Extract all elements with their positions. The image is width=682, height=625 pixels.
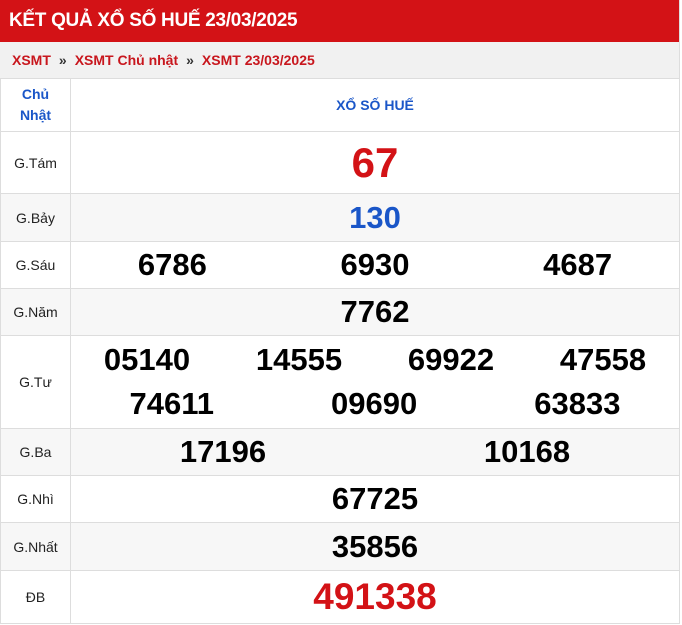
- prize-label: G.Sáu: [0, 241, 71, 289]
- prize-number: 6930: [340, 247, 410, 282]
- table-row: G.Nhì 67725: [0, 475, 680, 523]
- table-row: G.Tám 67: [0, 131, 680, 194]
- prize-number: 69922: [407, 342, 495, 377]
- prize-label: G.Tư: [0, 335, 71, 429]
- prize-number: 47558: [559, 342, 647, 377]
- prize-number: 6786: [137, 247, 207, 282]
- prize-number: 10168: [483, 434, 571, 469]
- prize-number: 67725: [331, 481, 419, 516]
- table-row: G.Năm 7762: [0, 288, 680, 336]
- results-table: Chủ Nhật XỔ SỐ HUẾ G.Tám 67 G.Bảy 130 G.Sáu…: [0, 78, 680, 624]
- breadcrumb-current[interactable]: XSMT 23/03/2025: [201, 52, 315, 68]
- prize-number: 74611: [129, 386, 215, 421]
- prize-number: 35856: [331, 528, 419, 564]
- breadcrumb-separator: »: [186, 52, 194, 68]
- prize-label: ĐB: [0, 570, 71, 624]
- prize-number: 67: [351, 138, 399, 186]
- page-title: KẾT QUẢ XỔ SỐ HUẾ 23/03/2025: [0, 0, 679, 42]
- prize-number: 09690: [331, 386, 418, 421]
- breadcrumb-xsmt[interactable]: XSMT: [12, 52, 51, 68]
- table-row: G.Nhất 35856: [0, 522, 680, 571]
- prize-number: 17196: [179, 434, 267, 469]
- prize-label: G.Bảy: [0, 193, 71, 242]
- prize-label: G.Ba: [0, 428, 71, 476]
- prize-number: 63833: [534, 386, 621, 421]
- table-header: Chủ Nhật XỔ SỐ HUẾ: [0, 78, 680, 132]
- table-row: G.Tư 05140 14555 69922 47558 74611 09690 6383…: [0, 335, 680, 429]
- table-row: G.Sáu 6786 6930 4687: [0, 241, 680, 289]
- table-row: G.Ba 17196 10168: [0, 428, 680, 476]
- breadcrumb: XSMT » XSMT Chủ nhật » XSMT 23/03/2025: [0, 42, 679, 78]
- prize-number: 05140: [103, 342, 191, 377]
- prize-label: G.Năm: [0, 288, 71, 336]
- prize-label: G.Nhì: [0, 475, 71, 523]
- prize-label: G.Nhất: [0, 522, 71, 571]
- prize-label: G.Tám: [0, 131, 71, 194]
- table-row: ĐB 491338: [0, 570, 680, 624]
- table-row: G.Bảy 130: [0, 193, 680, 242]
- breadcrumb-separator: »: [58, 52, 67, 68]
- breadcrumb-xsmt-sunday[interactable]: XSMT Chủ nhật: [74, 52, 179, 68]
- prize-number: 4687: [543, 247, 613, 282]
- special-prize-number: 491338: [313, 576, 437, 617]
- province-name[interactable]: XỔ SỐ HUẾ: [70, 78, 680, 132]
- prize-number: 14555: [255, 342, 343, 377]
- prize-number: 130: [349, 199, 401, 235]
- prize-number: 7762: [340, 294, 410, 329]
- day-label: Chủ Nhật: [0, 78, 71, 132]
